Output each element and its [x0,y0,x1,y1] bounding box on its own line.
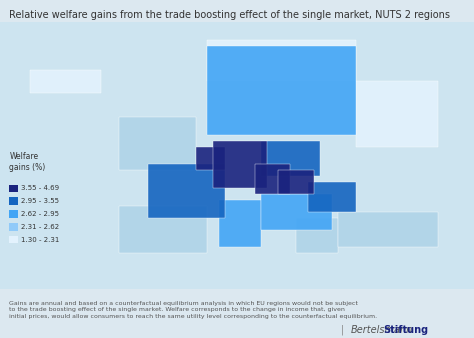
Polygon shape [337,212,438,247]
Polygon shape [279,170,314,194]
Polygon shape [118,117,195,170]
Text: 2.62 - 2.95: 2.62 - 2.95 [21,211,59,217]
Polygon shape [207,40,356,81]
Text: Bertelsmann: Bertelsmann [351,324,413,335]
Polygon shape [261,141,320,176]
Text: 3.55 - 4.69: 3.55 - 4.69 [21,185,59,191]
Polygon shape [255,164,290,194]
Polygon shape [207,46,356,135]
Polygon shape [356,81,438,147]
Text: |: | [341,324,347,335]
Polygon shape [296,218,337,253]
Text: 2.31 - 2.62: 2.31 - 2.62 [21,224,59,230]
Polygon shape [29,70,100,93]
Polygon shape [118,206,207,253]
Text: Welfare
gains (%): Welfare gains (%) [9,151,46,172]
Text: Gains are annual and based on a counterfactual equilibrium analysis in which EU : Gains are annual and based on a counterf… [9,301,378,319]
Polygon shape [308,182,356,212]
Text: Stiftung: Stiftung [383,324,428,335]
Polygon shape [195,147,225,170]
Text: 2.95 - 3.55: 2.95 - 3.55 [21,198,59,204]
Polygon shape [219,200,261,247]
Polygon shape [213,141,266,188]
Polygon shape [261,194,332,230]
Polygon shape [148,164,225,218]
Text: Relative welfare gains from the trade boosting effect of the single market, NUTS: Relative welfare gains from the trade bo… [9,10,450,20]
Text: 1.30 - 2.31: 1.30 - 2.31 [21,237,60,243]
